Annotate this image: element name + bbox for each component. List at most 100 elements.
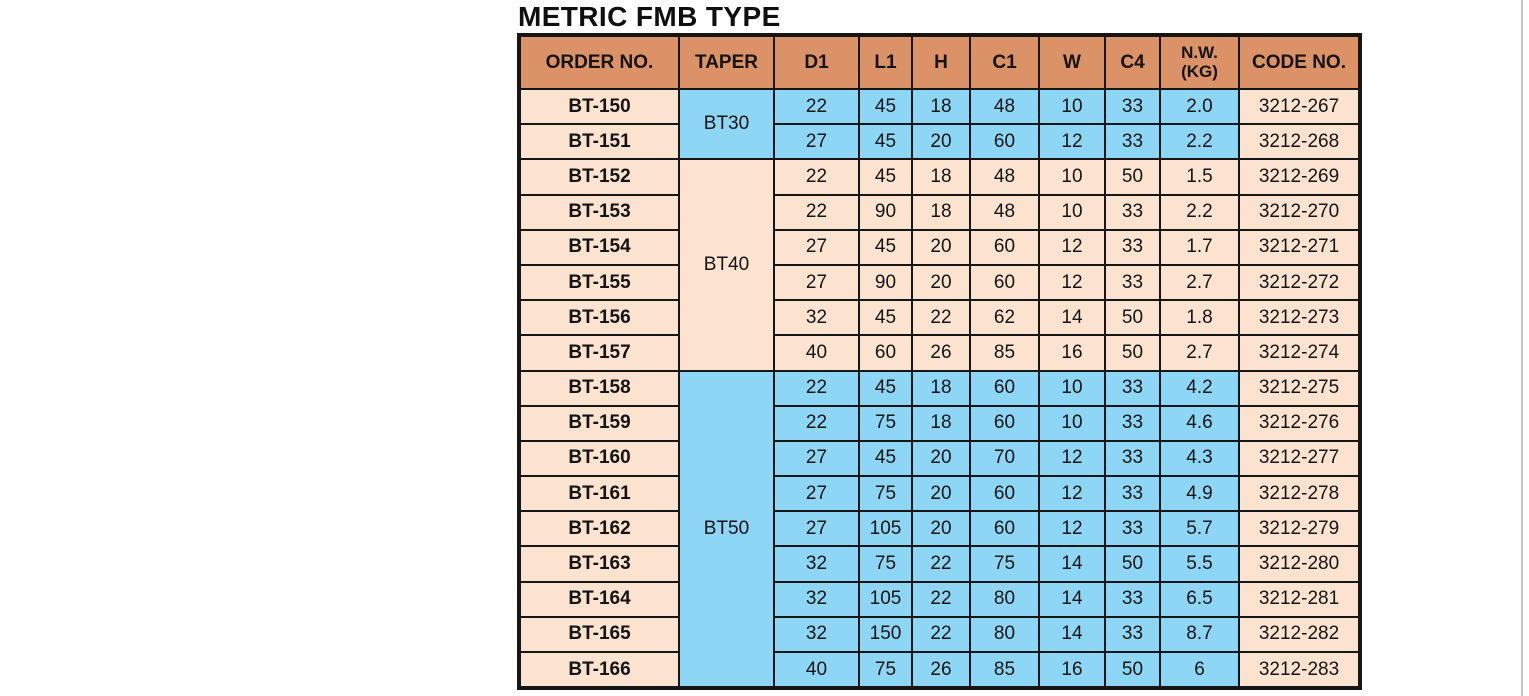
table-row: BT-166 40 75 26 85 16 50 6 3212-283	[518, 650, 1361, 690]
taper-cell: BT40	[678, 158, 775, 372]
nw-cell: 1.7	[1159, 228, 1240, 266]
c4-cell: 50	[1104, 158, 1161, 196]
nw-cell: 8.7	[1159, 615, 1240, 654]
l1-cell: 90	[858, 193, 913, 231]
table-row: BT-163 32 75 22 75 14 50 5.5 3212-280	[518, 545, 1361, 583]
c1-cell: 60	[969, 369, 1040, 407]
order-no-cell: BT-154	[518, 228, 680, 266]
w-cell: 12	[1038, 123, 1106, 161]
code-no-cell: 3212-273	[1238, 299, 1361, 337]
c4-cell: 33	[1104, 193, 1161, 231]
table-row: BT-156 32 45 22 62 14 50 1.8 3212-273	[518, 299, 1361, 337]
c1-cell: 60	[969, 404, 1040, 442]
col-header-taper: TAPER	[678, 34, 775, 90]
c4-cell: 50	[1104, 650, 1161, 690]
l1-cell: 45	[858, 87, 913, 126]
c1-cell: 60	[969, 510, 1040, 548]
col-header-d1: D1	[773, 34, 860, 90]
w-cell: 10	[1038, 158, 1106, 196]
w-cell: 10	[1038, 87, 1106, 126]
c1-cell: 85	[969, 334, 1040, 372]
c4-cell: 50	[1104, 545, 1161, 583]
w-cell: 16	[1038, 334, 1106, 372]
h-cell: 26	[911, 650, 971, 690]
taper-cell: BT30	[678, 87, 775, 161]
table-row: BT-160 27 45 20 70 12 33 4.3 3212-277	[518, 439, 1361, 478]
c4-cell: 33	[1104, 123, 1161, 161]
d1-cell: 22	[773, 369, 860, 407]
d1-cell: 27	[773, 475, 860, 513]
nw-cell: 2.0	[1159, 87, 1240, 126]
code-no-cell: 3212-272	[1238, 263, 1361, 302]
h-cell: 26	[911, 334, 971, 372]
order-no-cell: BT-156	[518, 299, 680, 337]
nw-cell: 4.9	[1159, 475, 1240, 513]
c4-cell: 33	[1104, 228, 1161, 266]
l1-cell: 90	[858, 263, 913, 302]
col-header-w: W	[1038, 34, 1106, 90]
w-cell: 10	[1038, 404, 1106, 442]
w-cell: 14	[1038, 299, 1106, 337]
table-row: BT-159 22 75 18 60 10 33 4.6 3212-276	[518, 404, 1361, 442]
c1-cell: 75	[969, 545, 1040, 583]
c1-cell: 80	[969, 580, 1040, 618]
w-cell: 14	[1038, 580, 1106, 618]
table-row: BT-162 27 105 20 60 12 33 5.7 3212-279	[518, 510, 1361, 548]
c1-cell: 62	[969, 299, 1040, 337]
l1-cell: 75	[858, 545, 913, 583]
page-edge-line	[1521, 0, 1523, 696]
table-row: BT-158 BT50 22 45 18 60 10 33 4.2 3212-275	[518, 369, 1361, 690]
nw-cell: 1.5	[1159, 158, 1240, 196]
order-no-cell: BT-165	[518, 615, 680, 654]
d1-cell: 22	[773, 87, 860, 126]
d1-cell: 27	[773, 439, 860, 478]
code-no-cell: 3212-270	[1238, 193, 1361, 231]
w-cell: 10	[1038, 369, 1106, 407]
w-cell: 12	[1038, 263, 1106, 302]
nw-cell: 5.5	[1159, 545, 1240, 583]
order-no-cell: BT-155	[518, 263, 680, 302]
c4-cell: 50	[1104, 334, 1161, 372]
header-row: ORDER NO. TAPER D1 L1 H C1 W C4 N.W. (KG…	[518, 34, 1361, 90]
l1-cell: 75	[858, 650, 913, 690]
nw-cell: 2.2	[1159, 193, 1240, 231]
order-no-cell: BT-162	[518, 510, 680, 548]
l1-cell: 45	[858, 228, 913, 266]
c4-cell: 33	[1104, 580, 1161, 618]
code-no-cell: 3212-269	[1238, 158, 1361, 196]
h-cell: 18	[911, 193, 971, 231]
d1-cell: 27	[773, 510, 860, 548]
table-row: BT-157 40 60 26 85 16 50 2.7 3212-274	[518, 334, 1361, 372]
w-cell: 14	[1038, 545, 1106, 583]
c4-cell: 33	[1104, 439, 1161, 478]
w-cell: 12	[1038, 439, 1106, 478]
h-cell: 22	[911, 545, 971, 583]
l1-cell: 75	[858, 475, 913, 513]
d1-cell: 32	[773, 299, 860, 337]
w-cell: 16	[1038, 650, 1106, 690]
h-cell: 20	[911, 228, 971, 266]
d1-cell: 22	[773, 404, 860, 442]
l1-cell: 45	[858, 158, 913, 196]
table-row: BT-152 BT40 22 45 18 48 10 50 1.5 3212-269	[518, 158, 1361, 372]
l1-cell: 45	[858, 369, 913, 407]
table-row: BT-165 32 150 22 80 14 33 8.7 3212-282	[518, 615, 1361, 654]
code-no-cell: 3212-274	[1238, 334, 1361, 372]
d1-cell: 27	[773, 228, 860, 266]
col-header-order-no: ORDER NO.	[518, 34, 680, 90]
order-no-cell: BT-164	[518, 580, 680, 618]
order-no-cell: BT-157	[518, 334, 680, 372]
c1-cell: 80	[969, 615, 1040, 654]
order-no-cell: BT-150	[518, 87, 680, 126]
c4-cell: 33	[1104, 369, 1161, 407]
table-row: BT-154 27 45 20 60 12 33 1.7 3212-271	[518, 228, 1361, 266]
c1-cell: 70	[969, 439, 1040, 478]
table-row: BT-150 BT30 22 45 18 48 10 33 2.0 3212-267	[518, 87, 1361, 161]
order-no-cell: BT-152	[518, 158, 680, 196]
nw-cell: 4.2	[1159, 369, 1240, 407]
c4-cell: 50	[1104, 299, 1161, 337]
table-header: ORDER NO. TAPER D1 L1 H C1 W C4 N.W. (KG…	[518, 34, 1361, 90]
taper-cell: BT50	[678, 369, 775, 690]
order-no-cell: BT-161	[518, 475, 680, 513]
code-no-cell: 3212-280	[1238, 545, 1361, 583]
